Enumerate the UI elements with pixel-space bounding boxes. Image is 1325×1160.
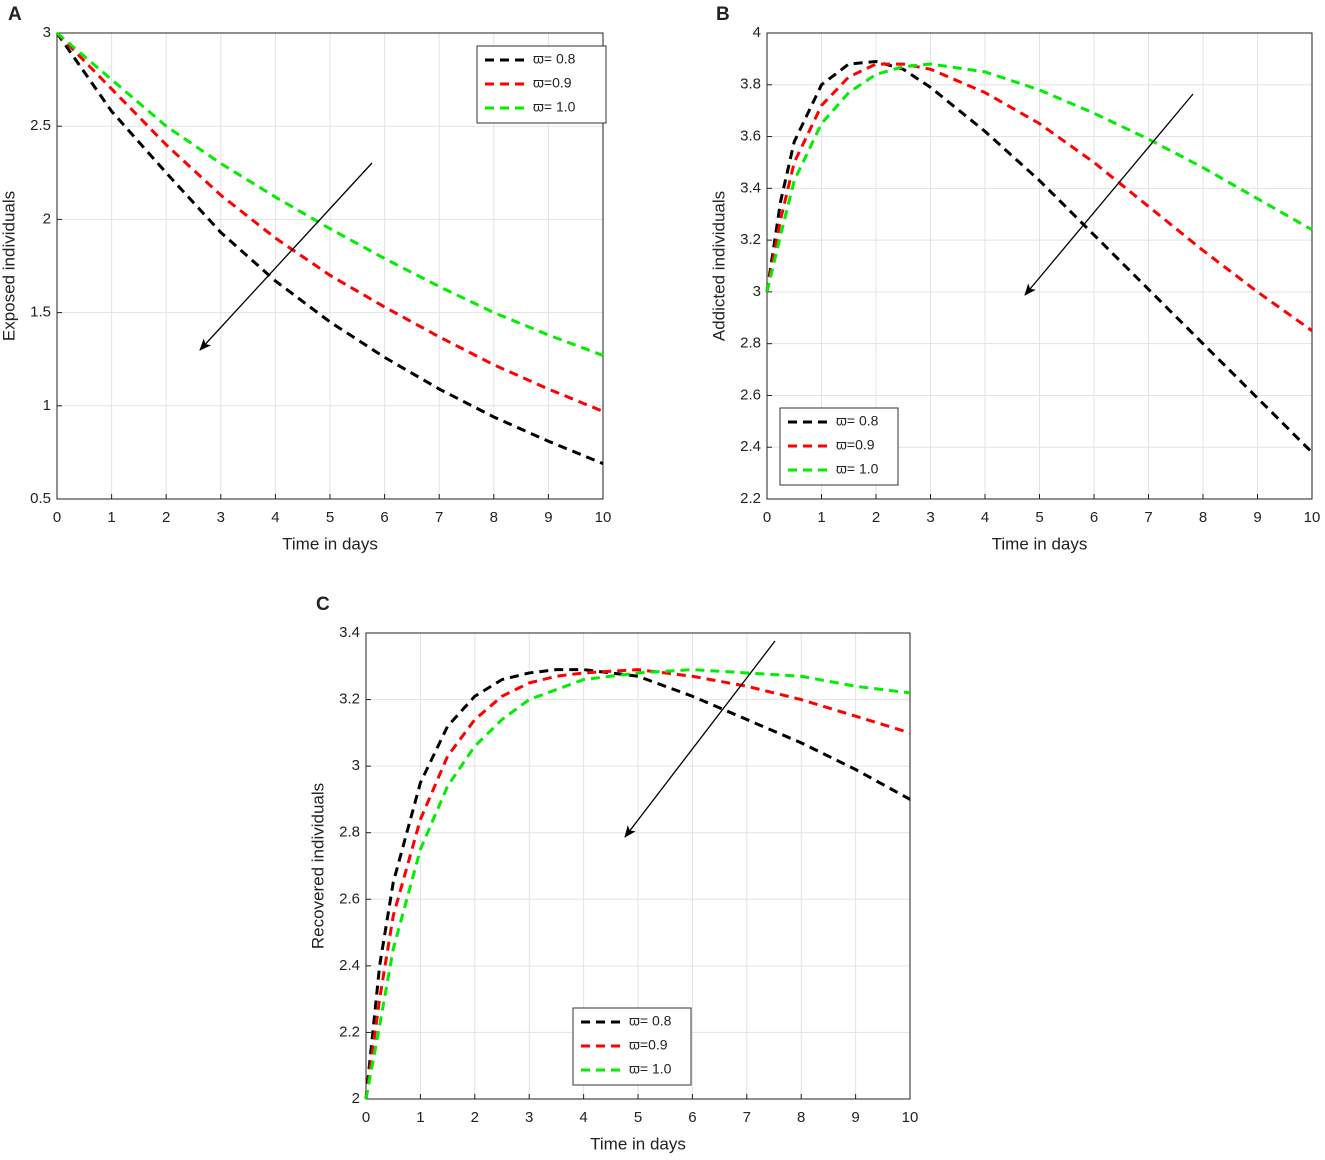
legend-label: ϖ= 0.8 bbox=[533, 51, 576, 67]
x-tick-label: 10 bbox=[902, 1109, 919, 1126]
x-tick-label: 1 bbox=[107, 509, 115, 526]
x-tick-label: 0 bbox=[763, 509, 771, 526]
axes-box bbox=[56, 32, 604, 500]
y-axis-label: Exposed individuals bbox=[0, 191, 18, 341]
y-tick-label: 2.4 bbox=[339, 957, 360, 974]
legend-label: ϖ= 0.8 bbox=[836, 413, 879, 429]
y-tick-label: 2.6 bbox=[740, 386, 761, 403]
legend-label: ϖ= 1.0 bbox=[629, 1061, 672, 1077]
x-tick-label: 8 bbox=[490, 509, 498, 526]
line-series bbox=[364, 668, 911, 1100]
y-tick-label: 3.4 bbox=[740, 179, 761, 196]
y-tick-label: 2.6 bbox=[339, 890, 360, 907]
x-tick-label: 5 bbox=[1035, 509, 1043, 526]
arrow bbox=[199, 162, 373, 351]
y-tick-label: 0.5 bbox=[30, 490, 51, 507]
line-series bbox=[765, 62, 1313, 293]
y-tick-label: 1.5 bbox=[30, 304, 51, 321]
legend-label: ϖ= 1.0 bbox=[836, 461, 879, 477]
y-tick-label: 3.8 bbox=[740, 76, 761, 93]
x-tick-label: 7 bbox=[1144, 509, 1152, 526]
y-tick-label: 3 bbox=[352, 757, 360, 774]
x-tick-label: 8 bbox=[797, 1109, 805, 1126]
x-tick-label: 0 bbox=[53, 509, 61, 526]
y-tick-label: 1 bbox=[43, 397, 51, 414]
y-tick-label: 3.6 bbox=[740, 128, 761, 145]
x-tick-label: 4 bbox=[579, 1109, 587, 1126]
y-tick-label: 2 bbox=[43, 210, 51, 227]
legend-label: ϖ= 1.0 bbox=[533, 99, 576, 115]
y-tick-label: 3.2 bbox=[740, 231, 761, 248]
x-tick-label: 9 bbox=[544, 509, 552, 526]
x-tick-label: 4 bbox=[271, 509, 279, 526]
x-tick-label: 3 bbox=[926, 509, 934, 526]
x-tick-label: 10 bbox=[595, 509, 612, 526]
line-series bbox=[55, 32, 604, 465]
x-tick-label: 8 bbox=[1199, 509, 1207, 526]
x-axis-label: Time in days bbox=[992, 534, 1088, 553]
panel-label: B bbox=[716, 4, 730, 25]
line-series bbox=[56, 31, 604, 357]
x-tick-label: 6 bbox=[1090, 509, 1098, 526]
y-tick-label: 3.2 bbox=[339, 691, 360, 708]
x-tick-label: 9 bbox=[851, 1109, 859, 1126]
x-tick-label: 1 bbox=[416, 1109, 424, 1126]
x-axis-label: Time in days bbox=[590, 1134, 686, 1153]
x-tick-label: 9 bbox=[1253, 509, 1261, 526]
y-axis-label: Addicted individuals bbox=[709, 191, 728, 341]
x-tick-label: 6 bbox=[380, 509, 388, 526]
arrow bbox=[624, 640, 776, 838]
axes-box bbox=[766, 32, 1313, 500]
line-series bbox=[765, 62, 1313, 332]
line-series bbox=[765, 59, 1314, 454]
x-tick-label: 0 bbox=[362, 1109, 370, 1126]
y-tick-label: 2.8 bbox=[740, 335, 761, 352]
x-tick-label: 2 bbox=[872, 509, 880, 526]
x-axis-label: Time in days bbox=[282, 534, 378, 553]
legend-label: ϖ= 0.8 bbox=[629, 1013, 672, 1029]
axes-box bbox=[365, 632, 911, 1100]
y-axis-label: Recovered individuals bbox=[308, 783, 327, 949]
x-tick-label: 3 bbox=[217, 509, 225, 526]
x-tick-label: 7 bbox=[435, 509, 443, 526]
x-tick-label: 1 bbox=[817, 509, 825, 526]
y-tick-label: 2.2 bbox=[740, 490, 761, 507]
arrow bbox=[1024, 93, 1194, 296]
legend-box bbox=[572, 1007, 692, 1086]
y-tick-label: 2.4 bbox=[740, 438, 761, 455]
legend-label: ϖ=0.9 bbox=[836, 437, 875, 453]
y-tick-label: 2.2 bbox=[339, 1023, 360, 1040]
line-series bbox=[55, 31, 604, 413]
panel-label: C bbox=[316, 594, 330, 615]
legend-label: ϖ=0.9 bbox=[629, 1037, 668, 1053]
y-tick-label: 3 bbox=[43, 24, 51, 41]
y-tick-label: 2.8 bbox=[339, 824, 360, 841]
x-tick-label: 2 bbox=[471, 1109, 479, 1126]
y-tick-label: 3.4 bbox=[339, 624, 360, 641]
line-series bbox=[364, 668, 911, 1100]
annotation-arrows bbox=[199, 93, 1194, 838]
legend-box bbox=[476, 45, 607, 124]
x-tick-label: 2 bbox=[162, 509, 170, 526]
x-tick-label: 5 bbox=[326, 509, 334, 526]
y-tick-label: 3 bbox=[753, 283, 761, 300]
x-tick-label: 3 bbox=[525, 1109, 533, 1126]
x-tick-label: 10 bbox=[1304, 509, 1321, 526]
x-tick-label: 5 bbox=[634, 1109, 642, 1126]
legend-label: ϖ=0.9 bbox=[533, 75, 572, 91]
y-tick-label: 2 bbox=[352, 1090, 360, 1107]
x-tick-label: 4 bbox=[981, 509, 989, 526]
line-series bbox=[364, 668, 911, 1100]
y-tick-label: 4 bbox=[753, 24, 761, 41]
panel-label: A bbox=[8, 4, 22, 25]
y-tick-label: 2.5 bbox=[30, 117, 51, 134]
x-tick-label: 7 bbox=[743, 1109, 751, 1126]
legend-box bbox=[779, 407, 899, 486]
x-tick-label: 6 bbox=[688, 1109, 696, 1126]
